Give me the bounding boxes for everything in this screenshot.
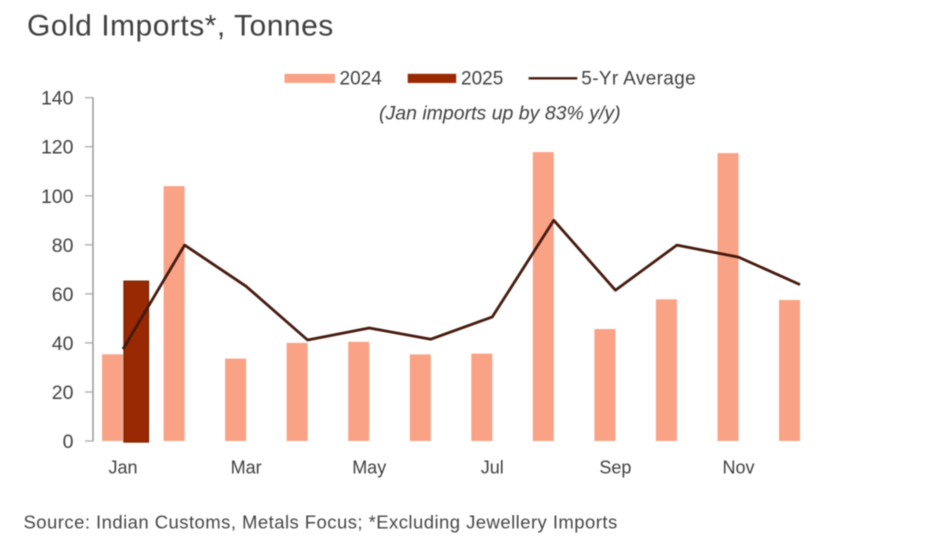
svg-text:5-Yr Average: 5-Yr Average [581, 69, 696, 90]
svg-text:40: 40 [52, 333, 74, 355]
svg-text:May: May [352, 458, 386, 478]
svg-text:60: 60 [52, 284, 74, 306]
svg-text:Jul: Jul [481, 458, 504, 478]
svg-text:2024: 2024 [340, 69, 383, 90]
svg-text:Jan: Jan [108, 458, 137, 478]
svg-text:100: 100 [41, 186, 74, 208]
svg-text:80: 80 [52, 235, 74, 257]
svg-text:Source: Indian Customs, Metals: Source: Indian Customs, Metals Focus; *E… [24, 512, 618, 533]
svg-text:2025: 2025 [461, 69, 503, 90]
svg-text:0: 0 [63, 431, 74, 453]
svg-text:120: 120 [41, 137, 74, 159]
svg-text:(Jan imports up by 83% y/y): (Jan imports up by 83% y/y) [379, 103, 621, 125]
svg-text:Nov: Nov [722, 458, 754, 478]
svg-text:140: 140 [41, 88, 74, 110]
svg-text:20: 20 [52, 382, 74, 404]
svg-text:Sep: Sep [599, 458, 631, 478]
svg-text:Mar: Mar [231, 458, 262, 478]
svg-text:Gold Imports*, Tonnes: Gold Imports*, Tonnes [27, 10, 334, 43]
